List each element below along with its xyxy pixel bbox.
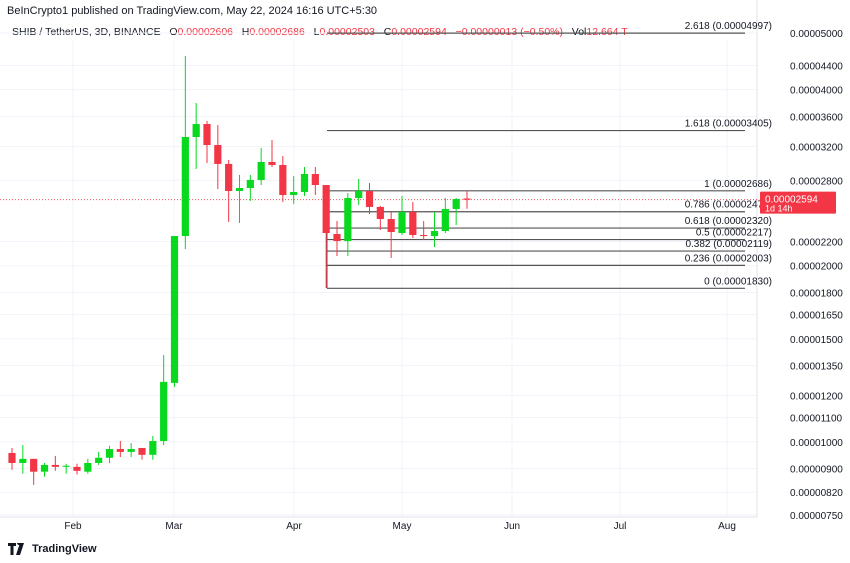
- candle-up: [170, 236, 179, 383]
- candle-down: [279, 164, 287, 196]
- close-label: C: [383, 26, 392, 38]
- candle-down: [387, 219, 395, 233]
- candle-up: [127, 449, 135, 452]
- y-tick-label: 0.00000900: [790, 465, 843, 476]
- candle-down: [463, 198, 471, 200]
- open-value: 0.00002606: [177, 26, 234, 38]
- y-tick-label: 0.00001650: [790, 311, 843, 322]
- x-tick-label: Aug: [718, 521, 736, 532]
- candle-down: [365, 191, 374, 207]
- y-tick-label: 0.00001350: [790, 362, 843, 373]
- open-label: O: [169, 26, 178, 38]
- fib-level-label: 1.618 (0.00003405): [685, 119, 772, 130]
- fib-level-label: 0.5 (0.00002217): [696, 228, 772, 239]
- x-tick-label: Jun: [504, 521, 520, 532]
- candle-down: [203, 124, 211, 146]
- candle-down: [51, 464, 59, 467]
- high-label: H: [241, 26, 250, 38]
- last-price-value: 0.00002594: [765, 195, 818, 206]
- volume-value: 12.664 T: [586, 26, 628, 38]
- candle-up: [290, 191, 298, 196]
- x-tick-label: Feb: [64, 521, 82, 532]
- candle-up: [40, 464, 49, 472]
- candle-up: [235, 188, 244, 192]
- x-tick-label: Mar: [165, 521, 183, 532]
- candle-down: [333, 234, 341, 242]
- candle-up: [181, 137, 189, 237]
- candle-up: [160, 381, 168, 442]
- y-tick-label: 0.00002800: [790, 176, 843, 187]
- fib-level-label: 1 (0.00002686): [704, 179, 772, 190]
- x-tick-label: Apr: [286, 521, 302, 532]
- candle-down: [225, 163, 233, 192]
- low-value: 0.00002503: [319, 26, 375, 38]
- fib-level-label: 0.236 (0.00002003): [685, 253, 772, 264]
- candle-down: [268, 161, 276, 165]
- candle-up: [192, 124, 200, 138]
- close-value: 0.00002594: [391, 26, 447, 38]
- last-price-badge: [760, 191, 836, 214]
- candle-down: [73, 466, 81, 471]
- brand-name: TradingView: [32, 543, 97, 555]
- change-value: −0.00000013 (−0.50%): [455, 26, 563, 38]
- y-tick-label: 0.00001100: [790, 414, 843, 425]
- symbol-label[interactable]: SHIB / TetherUS, 3D, BINANCE: [12, 26, 161, 38]
- y-tick-label: 0.00003600: [790, 112, 843, 123]
- candle-countdown: 1d 14h: [765, 204, 793, 214]
- footer-brand: TradingView: [8, 543, 97, 555]
- fib-level-label: 0 (0.00001830): [704, 276, 772, 287]
- fib-level-label: 0.618 (0.00002320): [685, 216, 772, 227]
- y-tick-label: 0.00001200: [790, 391, 843, 402]
- candle-up: [95, 457, 103, 463]
- candle-up: [441, 208, 449, 232]
- y-tick-label: 0.00002000: [790, 262, 843, 273]
- high-value: 0.00002686: [249, 26, 305, 38]
- publisher-line: BeInCrypto1 published on TradingView.com…: [7, 5, 378, 17]
- y-tick-label: 0.00001800: [790, 288, 843, 299]
- candle-up: [355, 191, 363, 199]
- fib-level-label: 2.618 (0.00004997): [685, 21, 772, 32]
- candle-down: [138, 447, 146, 455]
- y-tick-label: 0.00004400: [790, 61, 843, 72]
- x-tick-label: May: [393, 521, 412, 532]
- y-tick-label: 0.00001500: [790, 335, 843, 346]
- candle-up: [246, 180, 254, 189]
- fib-level-label: 0.382 (0.00002119): [685, 239, 772, 250]
- y-tick-label: 0.00003200: [790, 142, 843, 153]
- candle-down: [8, 452, 16, 463]
- candle-down: [420, 235, 428, 237]
- candle-down: [322, 185, 330, 234]
- low-label: L: [313, 26, 320, 38]
- x-tick-label: Jul: [614, 521, 627, 532]
- y-tick-label: 0.00004000: [790, 86, 843, 97]
- candle-up: [19, 458, 27, 463]
- candle-up: [84, 462, 92, 472]
- candle-up: [452, 198, 460, 209]
- ohlc-legend: SHIB / TetherUS, 3D, BINANCE O0.00002606…: [12, 26, 628, 38]
- candle-down: [409, 212, 417, 236]
- candle-down: [311, 174, 319, 186]
- candle-up: [398, 212, 406, 234]
- candle-down: [30, 458, 38, 472]
- volume-label: Vol: [571, 26, 587, 38]
- candle-up: [149, 441, 157, 455]
- candle-down: [214, 145, 222, 164]
- candle-up: [344, 198, 352, 242]
- candle-up: [62, 465, 70, 467]
- y-tick-label: 0.00000750: [790, 511, 843, 522]
- y-tick-label: 0.00000820: [790, 488, 843, 499]
- tradingview-logo-icon: [8, 543, 24, 555]
- y-tick-label: 0.00005000: [790, 29, 843, 40]
- y-tick-label: 0.00001000: [790, 438, 843, 449]
- y-tick-label: 0.00002200: [790, 238, 843, 249]
- candle-down: [116, 449, 124, 452]
- candle-up: [257, 161, 265, 181]
- candle-up: [300, 174, 309, 192]
- candle-down: [376, 206, 384, 220]
- candle-up: [105, 449, 114, 458]
- candle-up: [430, 231, 439, 237]
- fib-level-label: 0.786 (0.00002474): [685, 200, 772, 211]
